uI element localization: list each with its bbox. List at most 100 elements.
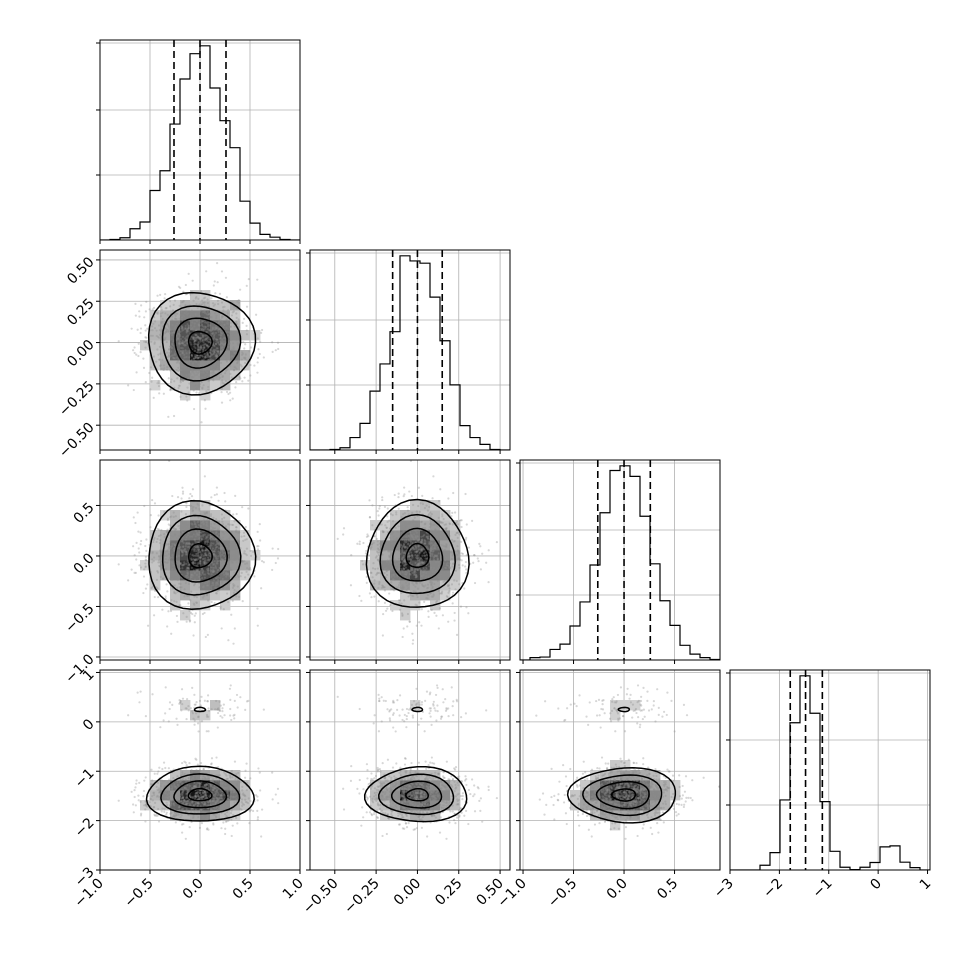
sample-point	[191, 786, 194, 790]
sample-point	[202, 523, 205, 526]
sample-point	[166, 323, 169, 326]
sample-point	[196, 804, 199, 807]
sample-point	[422, 571, 425, 574]
sample-point	[172, 548, 175, 551]
density-cell	[210, 320, 221, 331]
sample-point	[194, 329, 198, 332]
sample-point	[383, 589, 387, 592]
sample-point	[197, 771, 200, 774]
sample-point	[233, 352, 236, 355]
sample-point	[450, 583, 454, 586]
sample-point	[230, 613, 233, 616]
sample-point	[178, 317, 181, 320]
sample-point	[228, 547, 231, 550]
sample-point	[395, 513, 398, 516]
sample-point	[175, 317, 178, 321]
density-cell	[200, 370, 211, 381]
sample-point	[159, 364, 162, 367]
sample-point	[235, 556, 238, 559]
histogram-panel-1	[96, 39, 301, 244]
sample-point	[383, 571, 386, 575]
sample-point	[181, 352, 184, 355]
sample-point	[205, 783, 208, 787]
sample-point	[186, 560, 189, 563]
sample-point	[370, 596, 373, 599]
sample-point	[171, 315, 174, 318]
density-cell	[210, 380, 221, 391]
sample-point	[217, 806, 221, 809]
sample-point	[443, 580, 446, 583]
sample-point	[476, 557, 479, 560]
density-cell	[180, 700, 191, 711]
sample-point	[164, 312, 167, 315]
sample-point	[385, 569, 388, 572]
sample-point	[206, 301, 209, 305]
sample-point	[227, 794, 230, 797]
sample-point	[205, 778, 209, 781]
sample-point	[203, 346, 206, 349]
sample-point	[163, 550, 167, 553]
sample-point	[431, 585, 434, 589]
sample-point	[188, 578, 192, 581]
sample-point	[224, 372, 227, 375]
sample-point	[197, 797, 200, 801]
density-cell	[210, 560, 221, 571]
density-cell	[230, 810, 241, 821]
density-cell	[190, 770, 201, 781]
sample-point	[425, 788, 428, 791]
scatter-panel-4-2: −0.50 −0.25 0.00 0.25 0.50	[300, 669, 511, 917]
sample-point	[389, 560, 392, 563]
sample-point	[398, 581, 401, 585]
sample-point	[444, 529, 447, 532]
sample-point	[212, 568, 215, 572]
sample-point	[196, 568, 200, 571]
sample-point	[432, 558, 435, 561]
sample-point	[216, 794, 219, 797]
sample-point	[179, 379, 182, 382]
sample-point	[185, 707, 188, 710]
sample-point	[208, 786, 211, 789]
sample-point	[181, 329, 184, 332]
sample-point	[375, 537, 378, 541]
sample-point	[231, 355, 235, 358]
sample-point	[236, 822, 239, 825]
sample-point	[193, 703, 196, 706]
sample-point	[232, 349, 235, 353]
sample-point	[408, 544, 412, 547]
density-cell	[450, 570, 461, 581]
sample-point	[232, 791, 236, 794]
sample-point	[192, 803, 195, 807]
sample-point	[371, 567, 375, 570]
sample-point	[441, 614, 444, 617]
sample-point	[196, 763, 199, 766]
sample-point	[400, 533, 403, 536]
density-cell	[410, 570, 421, 581]
sample-point	[274, 561, 277, 565]
sample-point	[145, 300, 148, 303]
sample-point	[186, 569, 189, 572]
sample-point	[412, 537, 415, 540]
sample-point	[173, 804, 176, 807]
sample-point	[242, 341, 245, 344]
sample-point	[171, 332, 174, 335]
sample-point	[162, 577, 165, 580]
sample-point	[206, 584, 210, 587]
sample-point	[403, 545, 407, 548]
sample-point	[205, 593, 209, 597]
sample-point	[172, 813, 176, 817]
sample-point	[197, 336, 201, 339]
sample-point	[167, 789, 170, 792]
sample-point	[238, 531, 241, 534]
sample-point	[138, 781, 141, 784]
sample-point	[184, 312, 187, 315]
sample-point	[453, 579, 456, 582]
sample-point	[198, 572, 201, 576]
sample-point	[183, 772, 186, 776]
sample-point	[178, 567, 181, 570]
sample-point	[440, 592, 443, 595]
sample-point	[203, 783, 206, 787]
sample-point	[388, 560, 391, 563]
sample-point	[213, 333, 216, 336]
sample-point	[203, 513, 207, 516]
sample-point	[445, 527, 448, 530]
